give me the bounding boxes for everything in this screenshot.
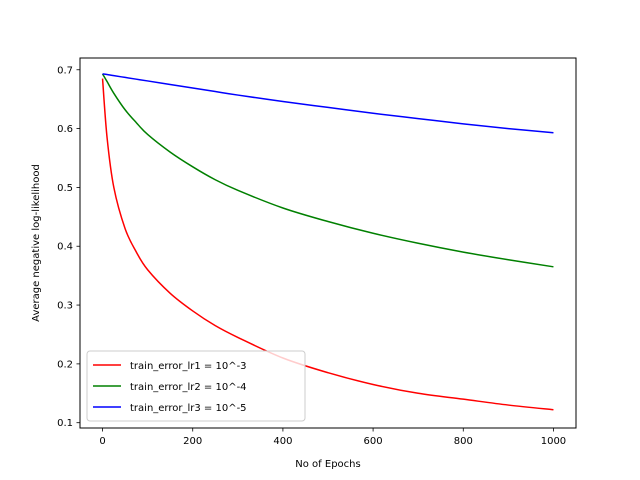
series-line-1 [101, 78, 554, 411]
legend-label-3: train_error_lr3 = 10^-5 [130, 403, 247, 414]
x-axis-label: No of Epochs [295, 459, 360, 470]
x-tick-label: 0 [99, 436, 105, 447]
series-line-3 [102, 73, 554, 134]
y-axis-ticks: 0.1 0.2 0.3 0.4 0.5 0.6 0.7 [57, 65, 80, 429]
y-tick-label: 0.6 [57, 124, 73, 135]
x-tick-label: 800 [454, 436, 473, 447]
y-tick-label: 0.3 [57, 301, 73, 312]
x-tick-label: 600 [364, 436, 383, 447]
y-tick-label: 0.1 [57, 418, 73, 429]
plot-frame [79, 57, 577, 429]
x-tick-label: 1000 [541, 436, 566, 447]
legend-box [86, 350, 306, 422]
y-tick-label: 0.4 [57, 242, 73, 253]
series-lines [101, 73, 554, 411]
y-tick-label: 0.2 [57, 359, 73, 370]
y-axis-label: Average negative log-likelihood [31, 164, 42, 322]
x-tick-label: 200 [183, 436, 202, 447]
series-line-2 [101, 73, 554, 268]
legend-label-1: train_error_lr1 = 10^-3 [130, 361, 247, 372]
y-tick-label: 0.5 [57, 183, 73, 194]
x-axis-ticks: 0 200 400 600 800 1000 [99, 428, 566, 447]
x-tick-label: 400 [273, 436, 292, 447]
legend: train_error_lr1 = 10^-3 train_error_lr2 =… [86, 350, 306, 422]
y-tick-label: 0.7 [57, 65, 73, 76]
legend-label-2: train_error_lr2 = 10^-4 [130, 382, 247, 393]
